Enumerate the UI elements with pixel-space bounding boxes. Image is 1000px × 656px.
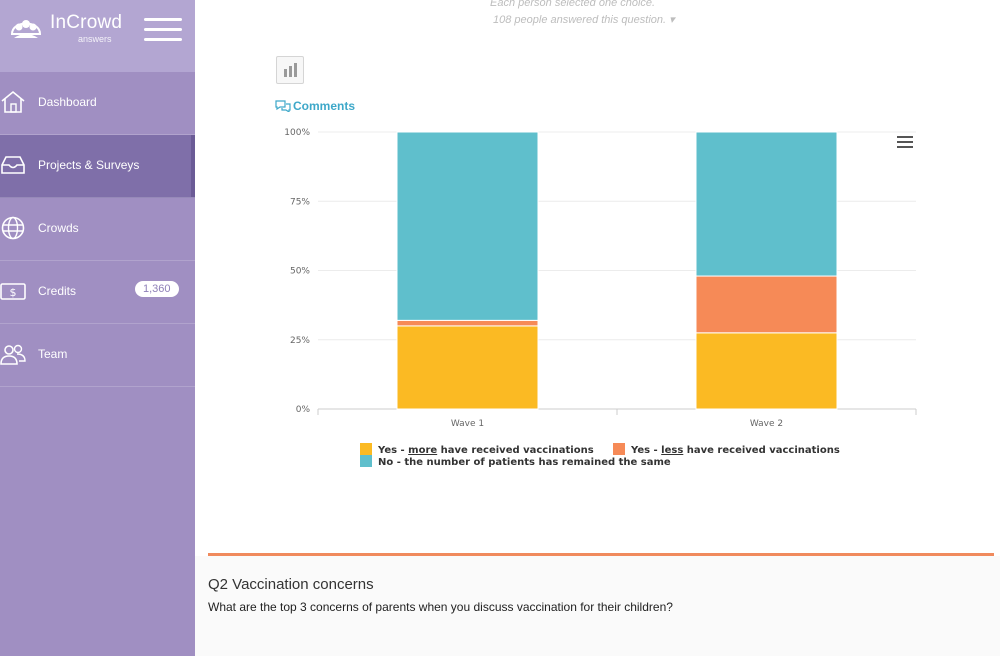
question2-text: What are the top 3 concerns of parents w… — [208, 600, 673, 614]
sidebar-item-label: Credits — [38, 284, 77, 298]
x-tick-label: Wave 2 — [750, 419, 783, 429]
bar-segment — [396, 131, 539, 321]
dollar-card-icon: $ — [0, 283, 26, 300]
bar-segment — [396, 319, 539, 327]
home-icon — [1, 90, 25, 113]
question2-title: Q2 Vaccination concerns — [208, 576, 374, 593]
sidebar-item-label: Dashboard — [38, 95, 97, 109]
brand-name: InCrowd — [50, 12, 123, 33]
sidebar-item-dashboard[interactable]: Dashboard — [0, 72, 195, 135]
sidebar-item-credits[interactable]: $ Credits 1,360 — [0, 261, 195, 324]
logo-bar: InCrowd answers — [0, 0, 195, 72]
crowd-logo-icon — [10, 20, 42, 38]
legend-swatch — [613, 443, 625, 455]
legend-label: more — [408, 445, 438, 456]
sidebar-item-label: Crowds — [38, 221, 79, 235]
comments-label: Comments — [293, 99, 356, 113]
sidebar-item-crowds[interactable]: Crowds — [0, 198, 195, 261]
caret-down-icon: ▾ — [669, 14, 675, 26]
chart-type-button[interactable] — [276, 56, 304, 84]
question-meta-choice: Each person selected one choice. — [490, 0, 656, 9]
sidebar-item-projects-surveys[interactable]: Projects & Surveys — [0, 135, 195, 198]
legend-label: No - the number of patients has remained… — [378, 457, 671, 468]
legend-swatch — [360, 443, 372, 455]
y-tick-label: 75% — [290, 197, 310, 207]
legend-label: less — [661, 445, 684, 456]
y-tick-label: 25% — [290, 336, 310, 346]
svg-text:$: $ — [10, 286, 17, 299]
bar-chart-icon — [284, 63, 297, 77]
brand-subtitle: answers — [78, 34, 112, 44]
legend-swatch — [360, 455, 372, 467]
team-icon — [0, 344, 26, 365]
sidebar-item-label: Projects & Surveys — [38, 158, 140, 172]
legend-label: Yes - — [378, 445, 409, 456]
legend-label: Yes - — [631, 445, 662, 456]
stacked-bar-chart: 0% 25% 50% 75% 100% Wave 1 Wave 2 — [284, 128, 917, 429]
legend-item[interactable]: No - the number of patients has remained… — [360, 455, 671, 468]
comments-link[interactable]: Comments — [275, 99, 356, 114]
bar-segment — [695, 275, 838, 334]
y-tick-label: 0% — [296, 405, 311, 415]
x-tick-label: Wave 1 — [451, 419, 484, 429]
question2-section — [195, 556, 1000, 656]
bar-segment — [396, 325, 539, 410]
sidebar-item-team[interactable]: Team — [0, 324, 195, 387]
legend-label: have received vaccinations — [437, 445, 594, 456]
credits-badge: 1,360 — [135, 281, 179, 297]
globe-icon — [1, 216, 25, 240]
legend-item[interactable]: Yes - more have received vaccinations — [360, 443, 594, 456]
y-tick-label: 50% — [290, 267, 310, 277]
sidebar-nav: Dashboard Projects & Surveys Crowds $ Cr… — [0, 72, 195, 387]
chart-menu-button[interactable] — [897, 136, 915, 150]
section-divider — [208, 553, 994, 556]
question-meta-responses[interactable]: 108 people answered this question. ▾ — [493, 13, 675, 26]
y-tick-label: 100% — [284, 128, 310, 138]
menu-toggle-button[interactable] — [144, 18, 182, 42]
legend-item[interactable]: Yes - less have received vaccinations — [613, 443, 840, 456]
bar-segment — [695, 332, 838, 410]
comments-icon — [275, 100, 291, 114]
bar-segment — [695, 131, 838, 277]
sidebar: InCrowd answers Dashboard Projects & Sur… — [0, 0, 195, 656]
inbox-icon — [1, 156, 25, 174]
responses-count-text: 108 people answered this question. — [493, 14, 667, 26]
legend-label: have received vaccinations — [683, 445, 840, 456]
sidebar-item-label: Team — [38, 347, 68, 361]
